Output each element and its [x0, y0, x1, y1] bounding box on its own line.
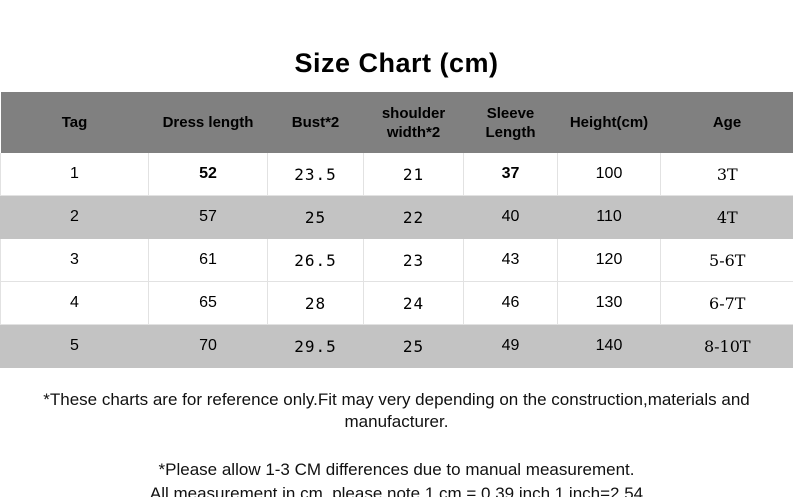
table-cell: 5-6T: [660, 238, 793, 282]
table-cell: 100: [557, 153, 661, 196]
table-cell: 65: [148, 281, 268, 325]
table-cell: 4T: [660, 195, 793, 239]
table-cell: 21: [363, 153, 464, 196]
note-unit-conversion: All measurement in cm, please note 1 cm …: [149, 484, 644, 497]
table-cell: 22: [363, 195, 464, 239]
column-header-tag: Tag: [0, 92, 149, 153]
column-header-height-cm: Height(cm): [557, 92, 661, 153]
table-cell: 5: [0, 324, 149, 368]
table-cell: 23: [363, 238, 464, 282]
table-cell: 28: [267, 281, 364, 325]
table-cell: 8-10T: [660, 324, 793, 368]
table-row: 1 52 23.5 21 37 100 3T: [0, 153, 793, 196]
column-header-dress-length: Dress length: [148, 92, 268, 153]
footer-notes: *These charts are for reference only.Fit…: [0, 389, 793, 497]
table-cell: 2: [0, 195, 149, 239]
table-cell: 6-7T: [660, 281, 793, 325]
table-cell: 1: [0, 153, 149, 196]
table-row: 4 65 28 24 46 130 6-7T: [0, 281, 793, 325]
table-row: 3 61 26.5 23 43 120 5-6T: [0, 238, 793, 282]
note-reference-disclaimer: *These charts are for reference only.Fit…: [43, 390, 750, 431]
table-cell: 24: [363, 281, 464, 325]
table-cell: 25: [267, 195, 364, 239]
table-row: 2 57 25 22 40 110 4T: [0, 195, 793, 239]
table-cell: 43: [463, 238, 558, 282]
table-cell: 29.5: [267, 324, 364, 368]
table-cell: 61: [148, 238, 268, 282]
table-cell: 120: [557, 238, 661, 282]
table-cell: 140: [557, 324, 661, 368]
table-cell: 49: [463, 324, 558, 368]
note-measurement-tolerance: *Please allow 1-3 CM differences due to …: [158, 460, 635, 479]
table-cell: 130: [557, 281, 661, 325]
table-cell: 26.5: [267, 238, 364, 282]
table-cell: 25: [363, 324, 464, 368]
column-header-shoulder-width-2: shoulder width*2: [363, 92, 464, 153]
table-cell: 40: [463, 195, 558, 239]
table-cell: 46: [463, 281, 558, 325]
column-header-sleeve-length: Sleeve Length: [463, 92, 558, 153]
table-cell: 3: [0, 238, 149, 282]
column-header-bust-2: Bust*2: [267, 92, 364, 153]
table-cell: 52: [148, 153, 268, 196]
size-chart-table: Tag Dress length Bust*2 shoulder width*2 Sle…: [0, 92, 793, 368]
table-row: 5 70 29.5 25 49 140 8-10T: [0, 324, 793, 368]
table-cell: 110: [557, 195, 661, 239]
table-cell: 70: [148, 324, 268, 368]
table-body: 1 52 23.5 21 37 100 3T 2 57 25 22 40 110 4T 3 61 26.5 23 4…: [0, 153, 793, 368]
table-header-row: Tag Dress length Bust*2 shoulder width*2 Sle…: [0, 92, 793, 153]
table-cell: 57: [148, 195, 268, 239]
page-title: Size Chart (cm): [294, 48, 499, 78]
table-cell: 37: [463, 153, 558, 196]
table-header: Tag Dress length Bust*2 shoulder width*2 Sle…: [0, 92, 793, 153]
table-cell: 3T: [660, 153, 793, 196]
table-cell: 4: [0, 281, 149, 325]
table-cell: 23.5: [267, 153, 364, 196]
column-header-age: Age: [660, 92, 793, 153]
